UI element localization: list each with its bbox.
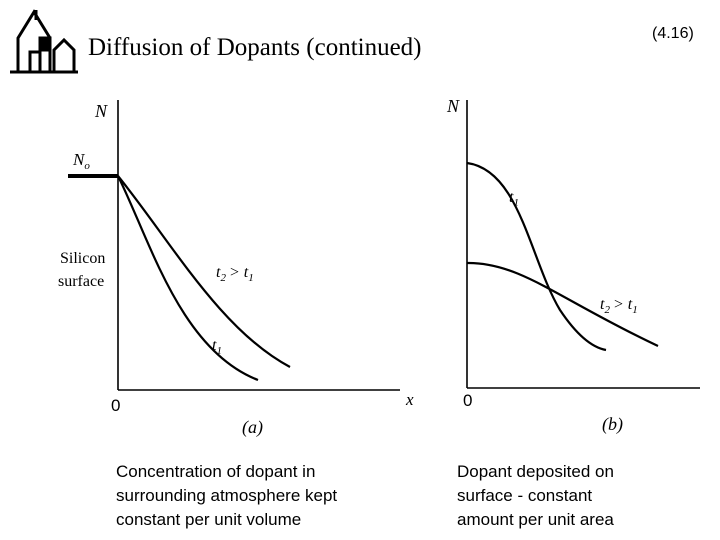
equation-number: (4.16)	[652, 25, 694, 42]
curve-label: t2 > t1	[216, 264, 254, 284]
x-label: x	[405, 390, 414, 409]
panel-b-axes	[466, 100, 700, 389]
subscript: 1	[632, 304, 638, 316]
subscript: 1	[248, 272, 254, 284]
surface-label: surface	[58, 273, 104, 290]
subscript: o	[84, 160, 90, 172]
curve-label: t1	[509, 189, 519, 209]
surface-concentration: No	[72, 150, 90, 172]
label-part: > t	[613, 296, 633, 313]
subscript: 1	[216, 345, 222, 357]
surface-label: Silicon	[60, 250, 105, 267]
label-part: N	[72, 150, 86, 169]
logo	[10, 9, 78, 74]
label-part: > t	[229, 264, 249, 281]
subscript: 2	[220, 272, 226, 284]
caption: Concentration of dopant in	[116, 462, 315, 481]
subscript: 1	[513, 197, 519, 209]
label-part: t	[600, 296, 605, 313]
caption: amount per unit area	[457, 510, 614, 529]
y-label: N	[446, 96, 460, 116]
panel-label: (b)	[602, 414, 623, 435]
title: Diffusion of Dopants (continued)	[88, 34, 422, 61]
y-label: N	[94, 101, 108, 121]
label-part: t	[509, 189, 514, 206]
curve-label: t2 > t1	[600, 296, 638, 316]
panel-a-axes	[68, 100, 400, 391]
label-part: t	[216, 264, 221, 281]
origin-label: 0	[463, 391, 472, 410]
label-part: t	[212, 337, 217, 354]
caption: Dopant deposited on	[457, 462, 614, 481]
caption: constant per unit volume	[116, 510, 301, 529]
caption: surrounding atmosphere kept	[116, 486, 337, 505]
caption: surface - constant	[457, 486, 592, 505]
curve-label: t1	[212, 337, 222, 357]
origin-label: 0	[111, 396, 120, 415]
subscript: 2	[604, 304, 610, 316]
panel-label: (a)	[242, 417, 263, 438]
